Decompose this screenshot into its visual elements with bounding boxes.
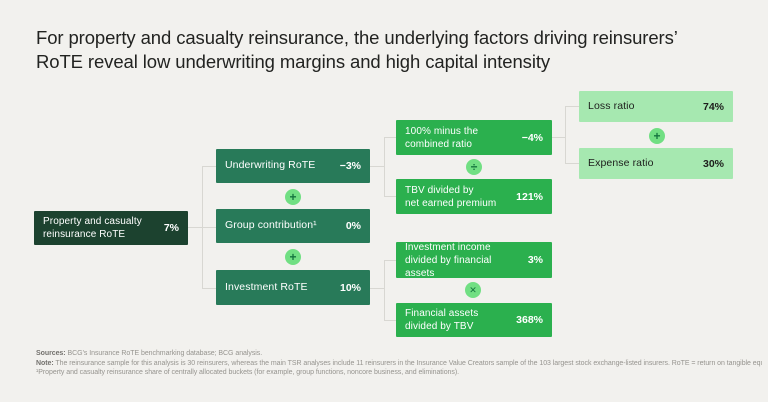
connector-line xyxy=(202,288,216,289)
connector-line xyxy=(384,260,385,321)
connector-line xyxy=(202,166,203,289)
node-label: 100% minus the combined ratio xyxy=(405,125,479,150)
node-value: −3% xyxy=(339,160,361,172)
connector-line xyxy=(384,137,385,197)
sources-label: Sources: xyxy=(36,350,66,357)
note-text: The reinsurance sample for this analysis… xyxy=(55,359,762,367)
node-value: −4% xyxy=(521,131,543,144)
node-value: 3% xyxy=(527,254,543,266)
plus-icon: + xyxy=(649,128,665,144)
node-label: Property and casualty reinsurance RoTE xyxy=(43,216,142,240)
node-label: Expense ratio xyxy=(588,156,654,169)
footnotes: Sources: BCG’s Insurance RoTE benchmarki… xyxy=(36,349,762,378)
node-investment-income: Investment income divided by financial a… xyxy=(396,241,552,279)
node-value: 74% xyxy=(702,100,724,113)
connector-line xyxy=(370,166,384,167)
node-tbv-net-earned-premium: TBV divided by net earned premium 121% xyxy=(396,179,552,214)
footnote-1: ¹Property and casualty reinsurance share… xyxy=(36,369,460,376)
page-title: For property and casualty reinsurance, t… xyxy=(36,27,678,73)
note-label: Note: xyxy=(36,359,54,367)
connector-line xyxy=(565,163,579,164)
node-label: Underwriting RoTE xyxy=(225,159,316,172)
node-label: TBV divided by net earned premium xyxy=(405,184,497,209)
connector-line xyxy=(384,260,396,261)
divide-icon: ÷ xyxy=(466,159,482,175)
node-investment-rote: Investment RoTE 10% xyxy=(216,270,370,305)
node-label: Investment income divided by financial a… xyxy=(405,241,492,279)
connector-line xyxy=(565,106,566,164)
connector-line xyxy=(384,137,396,138)
node-loss-ratio: Loss ratio 74% xyxy=(579,91,733,122)
node-financial-assets-tbv: Financial assets divided by TBV 368% xyxy=(396,303,552,337)
sources-line: Sources: BCG’s Insurance RoTE benchmarki… xyxy=(36,349,762,359)
connector-line xyxy=(384,196,396,197)
connector-line xyxy=(552,137,565,138)
node-label: Group contribution¹ xyxy=(225,219,317,232)
node-value: 368% xyxy=(516,314,543,326)
node-underwriting-rote: Underwriting RoTE −3% xyxy=(216,149,370,183)
node-expense-ratio: Expense ratio 30% xyxy=(579,148,733,179)
node-combined-ratio: 100% minus the combined ratio −4% xyxy=(396,120,552,155)
connector-line xyxy=(384,320,396,321)
note-line: Note: The reinsurance sample for this an… xyxy=(36,359,762,369)
node-label: Loss ratio xyxy=(588,99,635,112)
connector-line xyxy=(202,166,216,167)
connector-line xyxy=(565,106,579,107)
node-pc-reinsurance-rote: Property and casualty reinsurance RoTE 7… xyxy=(34,211,188,245)
node-value: 7% xyxy=(163,222,179,234)
node-value: 10% xyxy=(339,281,361,294)
node-label: Investment RoTE xyxy=(225,280,308,293)
node-value: 0% xyxy=(345,220,361,232)
plus-icon: + xyxy=(285,249,301,265)
connector-line xyxy=(370,288,384,289)
node-value: 121% xyxy=(516,190,543,203)
node-value: 30% xyxy=(702,157,724,170)
plus-icon: + xyxy=(285,189,301,205)
node-label: Financial assets divided by TBV xyxy=(405,308,479,332)
multiply-icon: ✕ xyxy=(465,282,481,298)
node-group-contribution: Group contribution¹ 0% xyxy=(216,209,370,243)
sources-text: BCG’s Insurance RoTE benchmarking databa… xyxy=(65,350,263,357)
